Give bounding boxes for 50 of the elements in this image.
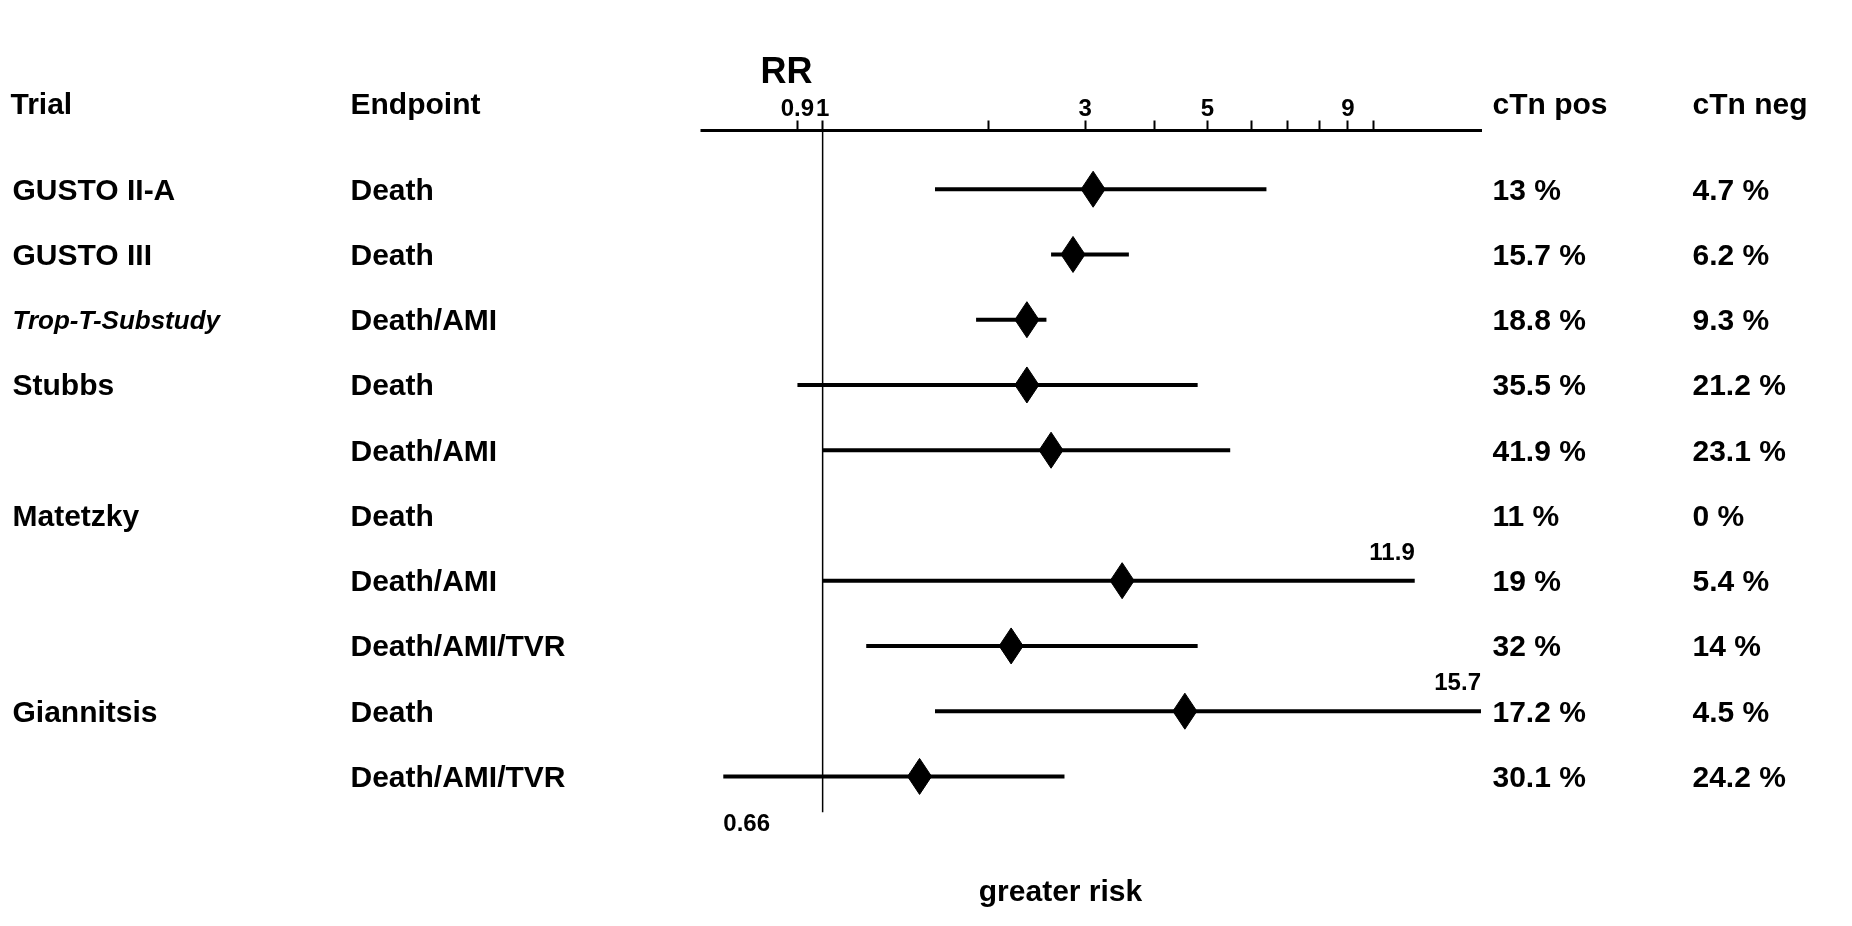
text: 41.9 %: [1492, 433, 1586, 467]
text: 5.4 %: [1692, 564, 1770, 598]
y-tick-label: Death: [350, 172, 434, 206]
text: 0 %: [1692, 498, 1745, 532]
text: cTn pos: [1492, 86, 1608, 120]
text: Giannitsis: [12, 694, 158, 728]
annotation: 15.7: [1434, 668, 1481, 696]
x-axis-title: greater risk: [978, 874, 1143, 908]
x-tick-label: 0.9: [780, 93, 815, 121]
text: 14 %: [1692, 629, 1761, 663]
y-tick-label: Death: [350, 694, 434, 728]
text: 24.2 %: [1692, 759, 1786, 793]
annotation: 11.9: [1369, 537, 1415, 565]
y-tick-label: Death: [350, 237, 434, 271]
text: GUSTO III: [12, 237, 152, 271]
annotation: 0.66: [723, 808, 771, 836]
y-tick-label: Death/AMI/TVR: [350, 629, 566, 663]
text: 18.8 %: [1492, 303, 1586, 337]
text: 11 %: [1492, 498, 1560, 532]
text: 32 %: [1492, 629, 1561, 663]
x-tick-label: 9: [1341, 93, 1355, 121]
y-tick-label: Death/AMI/TVR: [350, 759, 566, 793]
text: Stubbs: [12, 368, 115, 402]
y-tick-label: Death/AMI: [350, 433, 498, 467]
text: 23.1 %: [1692, 433, 1786, 467]
text: 21.2 %: [1692, 368, 1786, 402]
text: Trop-T-Substudy: [12, 304, 222, 335]
x-tick-label: 3: [1078, 93, 1092, 121]
text: Matetzky: [12, 498, 140, 532]
text: 9.3 %: [1692, 303, 1770, 337]
text: 13 %: [1492, 172, 1561, 206]
text: GUSTO II-A: [12, 172, 176, 206]
y-tick-label: Death/AMI: [350, 303, 498, 337]
y-axis-title: Endpoint: [350, 86, 481, 120]
text: 35.5 %: [1492, 368, 1586, 402]
text: 6.2 %: [1692, 237, 1770, 271]
text: Trial: [10, 86, 73, 120]
y-tick-label: Death/AMI: [350, 564, 498, 598]
text: 30.1 %: [1492, 759, 1586, 793]
y-tick-label: Death: [350, 498, 434, 532]
text: 19 %: [1492, 564, 1561, 598]
text: 4.5 %: [1692, 694, 1770, 728]
text: 15.7 %: [1492, 237, 1586, 271]
text: cTn neg: [1692, 86, 1808, 120]
x-tick-label: 1: [815, 93, 830, 121]
x-tick-label: 5: [1200, 93, 1215, 121]
chart-title: RR: [760, 49, 813, 91]
text: 4.7 %: [1692, 172, 1770, 206]
text: 17.2 %: [1492, 694, 1586, 728]
y-tick-label: Death: [350, 368, 434, 402]
